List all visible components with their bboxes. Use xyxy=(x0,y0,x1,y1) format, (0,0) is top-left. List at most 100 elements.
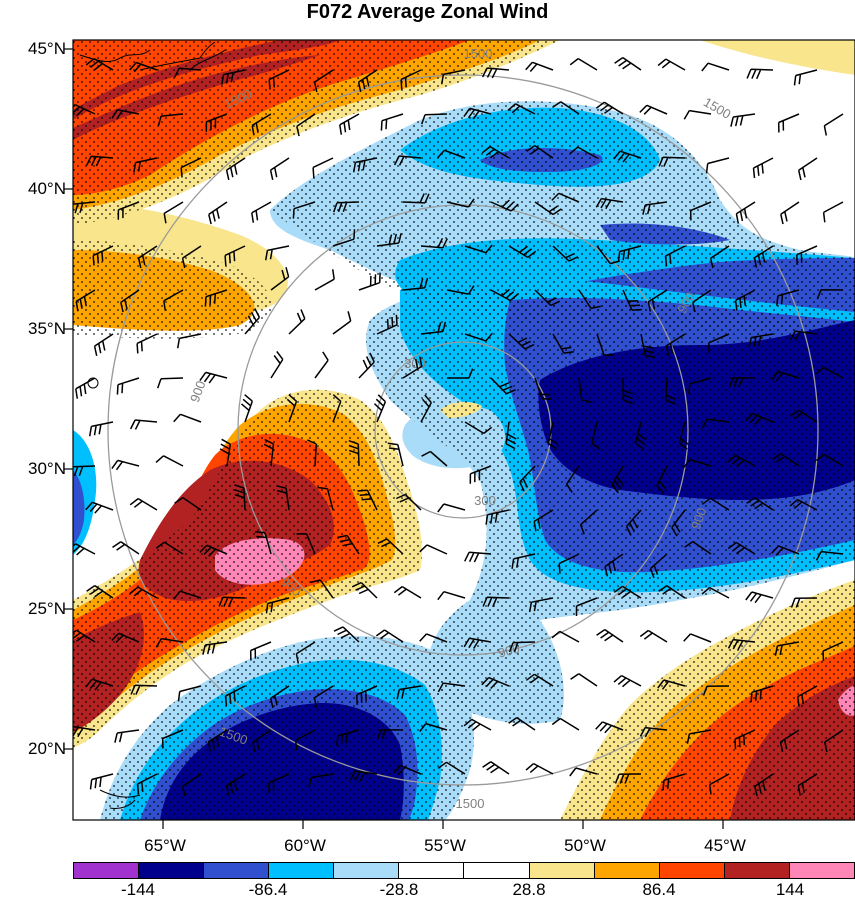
wind-barb xyxy=(199,544,228,557)
wind-barb xyxy=(658,156,686,167)
wind-barb xyxy=(396,685,422,700)
wind-barb xyxy=(595,197,624,210)
wind-barb xyxy=(358,352,375,379)
wind-barb xyxy=(276,485,290,511)
wind-barb xyxy=(728,376,756,388)
wind-barb xyxy=(508,333,535,350)
wind-barb xyxy=(727,454,756,467)
wind-barb xyxy=(244,308,261,335)
wind-barb xyxy=(333,626,360,643)
wind-barb xyxy=(640,333,656,359)
wind-barb xyxy=(332,311,352,335)
wind-barb xyxy=(402,193,430,204)
wind-barb xyxy=(73,201,96,214)
wind-barb xyxy=(263,438,275,467)
wind-barb xyxy=(595,721,624,734)
wind-barb xyxy=(464,332,493,342)
wind-barb xyxy=(88,421,114,437)
colorbar-swatch-6 xyxy=(399,862,465,879)
wind-barb xyxy=(552,245,579,262)
wind-barb xyxy=(551,717,580,731)
wind-barb xyxy=(735,201,756,224)
wind-barb xyxy=(225,157,246,181)
wind-barb xyxy=(790,597,818,608)
wind-barb xyxy=(310,579,334,599)
wind-barb xyxy=(525,61,554,72)
wind-barb xyxy=(420,237,448,249)
wind-barb xyxy=(111,459,140,471)
colorbar-label-2: -86.4 xyxy=(248,880,288,899)
wind-barb xyxy=(508,641,536,653)
wind-barb xyxy=(85,501,114,514)
colorbar-swatch-9 xyxy=(594,862,660,879)
wind-barb xyxy=(225,773,246,796)
wind-barb xyxy=(269,685,290,709)
wind-barb xyxy=(570,673,598,687)
wind-barb xyxy=(789,330,818,341)
wind-barb xyxy=(822,201,844,223)
wind-barb xyxy=(73,104,96,117)
wind-barb xyxy=(709,245,730,269)
wind-barb xyxy=(251,201,272,223)
wind-barb xyxy=(701,418,730,429)
wind-barb xyxy=(402,356,423,379)
wind-barb xyxy=(625,509,642,536)
wind-barb xyxy=(481,676,510,690)
wind-barb xyxy=(294,729,316,751)
wind-barb xyxy=(727,638,756,650)
wind-barb xyxy=(734,289,756,311)
wind-barb xyxy=(120,289,140,313)
wind-barb xyxy=(526,144,554,159)
lat-label-20n: 20°N xyxy=(28,739,66,758)
wind-barb xyxy=(746,497,774,511)
wind-barb xyxy=(73,725,96,738)
wind-barb xyxy=(447,368,474,379)
wind-barb xyxy=(202,641,228,655)
wind-barb xyxy=(748,333,774,348)
wind-barb xyxy=(665,377,676,405)
wind-barb xyxy=(221,69,246,85)
wind-barb xyxy=(86,155,114,167)
wind-barb xyxy=(75,377,96,399)
wind-barb xyxy=(241,394,254,423)
wind-barb xyxy=(395,493,422,511)
wind-barb xyxy=(569,57,598,71)
wind-barb xyxy=(268,69,290,90)
wind-barb xyxy=(437,590,466,601)
wind-barb xyxy=(419,633,448,643)
colorbar-swatch-12 xyxy=(789,862,855,879)
wind-barb xyxy=(437,761,466,775)
wind-barb xyxy=(268,773,290,793)
wind-barb xyxy=(816,288,844,300)
wind-barb xyxy=(482,761,510,775)
ring-label-900-c: 900 xyxy=(688,506,710,532)
wind-barb xyxy=(446,285,475,295)
wind-barb xyxy=(639,629,668,643)
wind-barb xyxy=(745,412,774,426)
colorbar-swatch-11 xyxy=(724,862,790,879)
wind-barb xyxy=(181,245,202,269)
wind-barb xyxy=(534,289,561,307)
wind-barb xyxy=(332,229,356,247)
wind-barb xyxy=(789,498,818,511)
wind-barb xyxy=(551,192,580,203)
wind-barb xyxy=(313,69,334,93)
wind-barb xyxy=(375,629,404,643)
wind-barb xyxy=(708,333,730,353)
lat-label-35n: 35°N xyxy=(28,319,66,338)
wind-barb xyxy=(485,509,510,525)
ring-label-300-b: 300 xyxy=(474,493,496,508)
wind-barb xyxy=(234,484,246,511)
axis-ticks xyxy=(64,48,724,829)
wind-barb xyxy=(547,421,559,450)
wind-barb xyxy=(578,289,601,310)
wind-barb xyxy=(464,244,493,254)
lon-label-65w: 65°W xyxy=(144,836,186,855)
wind-barb xyxy=(93,333,114,357)
wind-barb xyxy=(815,550,844,561)
wind-barb xyxy=(796,685,818,707)
wind-barb xyxy=(255,531,272,555)
wind-barb xyxy=(446,198,475,208)
wind-barb xyxy=(482,596,510,608)
